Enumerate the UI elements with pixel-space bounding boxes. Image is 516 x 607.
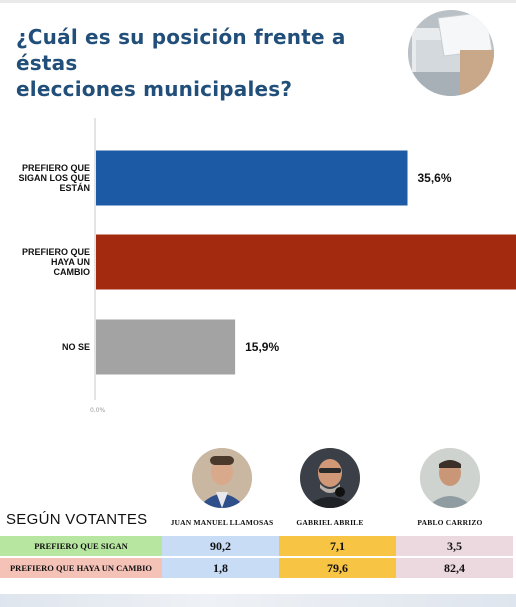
bar-category-label: PREFIERO QUE SIGAN LOS QUE ESTÁN [18,163,90,193]
candidate-photo-icon [192,448,252,508]
table-cell: 82,4 [396,558,513,578]
bar [96,234,516,290]
bar [96,150,408,206]
bar [96,319,236,375]
table-cell: 90,2 [162,536,279,556]
table-row: PREFIERO QUE HAYA UN CAMBIO 1,8 79,6 82,… [0,558,514,578]
row-label: PREFIERO QUE HAYA UN CAMBIO [0,558,162,578]
section-title: SEGÚN VOTANTES [6,511,148,528]
candidate-column: JUAN MANUEL LLAMOSAS [162,448,282,527]
candidate-name: PABLO CARRIZO [417,518,483,527]
candidate-name: GABRIEL ABRILE [296,518,364,527]
row-label: PREFIERO QUE SIGAN [0,536,162,556]
candidate-column: PABLO CARRIZO [390,448,510,527]
title-line-1: ¿Cuál es su posición frente a éstas [16,25,346,75]
ballot-box-photo [408,10,494,96]
table-cell: 7,1 [279,536,396,556]
bar-category-label: NO SE [62,342,90,352]
page-title: ¿Cuál es su posición frente a éstas elec… [16,24,396,102]
candidate-name: JUAN MANUEL LLAMOSAS [170,518,274,527]
footer-band [0,594,516,607]
table-cell: 1,8 [162,558,279,578]
table-row: PREFIERO QUE SIGAN 90,2 7,1 3,5 [0,536,514,556]
bar-value-label: 15,9% [245,340,279,354]
top-divider [0,0,516,3]
candidate-column: GABRIEL ABRILE [270,448,390,527]
title-line-2: elecciones municipales? [16,77,293,101]
table-cell: 79,6 [279,558,396,578]
bar-category-label: PREFIERO QUE HAYA UN CAMBIO [22,247,90,277]
candidate-photo-icon [300,448,360,508]
bar-value-label: 35,6% [418,171,452,185]
table-cell: 3,5 [396,536,513,556]
candidate-photo-icon [420,448,480,508]
voter-breakdown-table: PREFIERO QUE SIGAN 90,2 7,1 3,5 PREFIERO… [0,536,514,580]
x-axis-tick-label: 0,0% [90,407,106,414]
